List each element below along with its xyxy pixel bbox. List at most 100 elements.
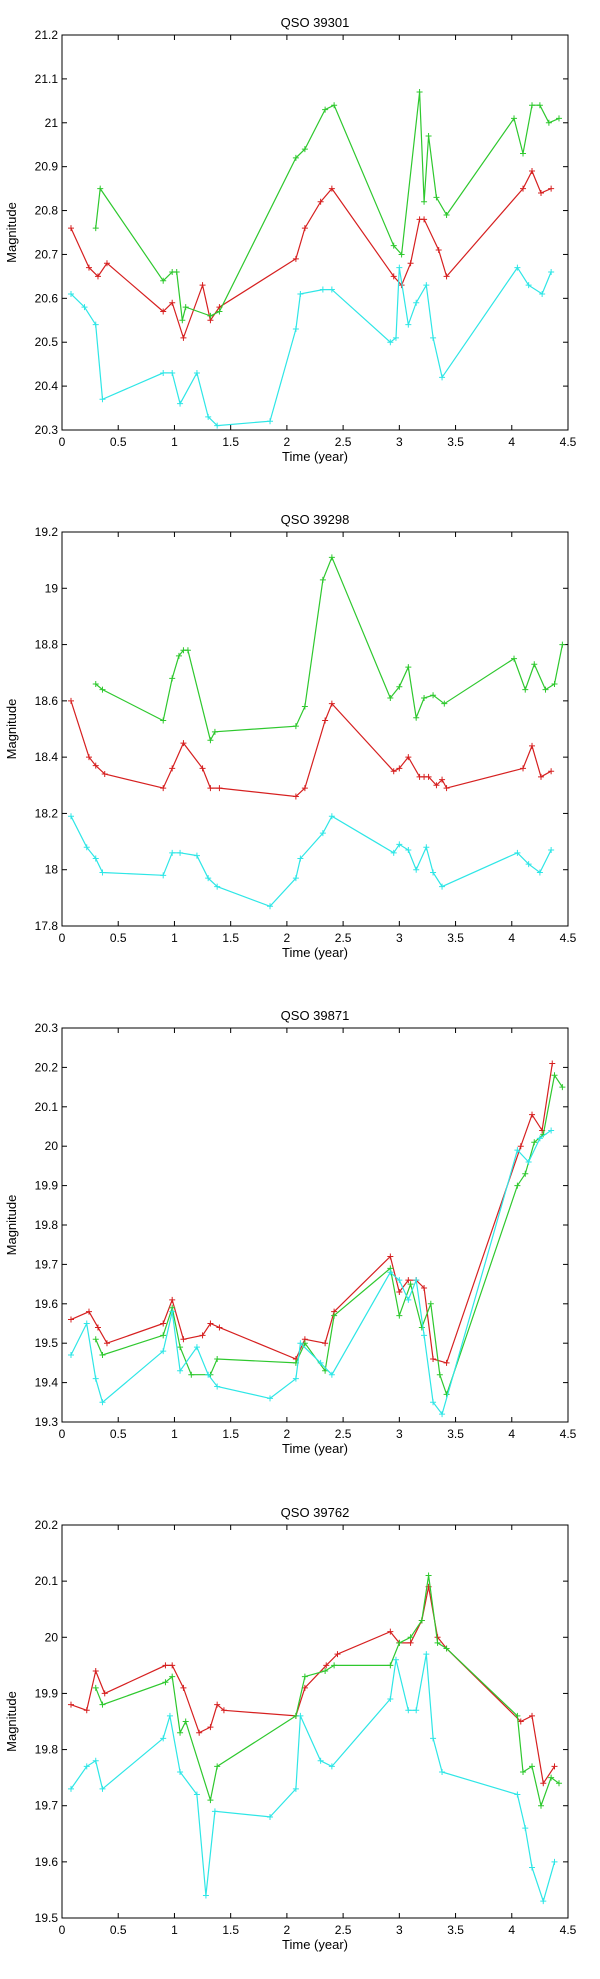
x-tick-label: 2 [284, 1427, 291, 1441]
data-point-cyan [548, 269, 555, 275]
data-point-red [162, 1662, 169, 1669]
y-tick-label: 20.1 [35, 1574, 59, 1588]
x-axis-label: Time (year) [282, 945, 348, 960]
data-point-red [529, 742, 536, 749]
x-tick-label: 4.5 [560, 931, 577, 945]
data-point-cyan [81, 304, 88, 311]
data-point-red [160, 785, 167, 792]
data-point-cyan [430, 334, 437, 341]
data-point-green [97, 185, 104, 192]
data-point-cyan [328, 286, 335, 293]
x-tick-label: 3.5 [447, 1427, 464, 1441]
data-point-cyan [177, 1367, 184, 1374]
y-tick-label: 20.8 [35, 204, 59, 218]
data-point-cyan [202, 1892, 209, 1899]
y-tick-label: 20.1 [35, 1100, 59, 1114]
x-tick-label: 1 [171, 1427, 178, 1441]
data-point-cyan [413, 866, 420, 873]
data-point-green [430, 692, 437, 699]
data-point-red [207, 1724, 214, 1731]
data-point-cyan [413, 1277, 420, 1284]
data-point-green [92, 1336, 99, 1343]
data-point-cyan [390, 849, 397, 856]
data-point-cyan [439, 1411, 446, 1418]
data-point-green [160, 717, 167, 724]
data-point-red [421, 216, 428, 223]
data-point-green [529, 1763, 536, 1770]
data-point-green [331, 1312, 338, 1319]
data-point-red [520, 765, 527, 772]
data-point-cyan [439, 1769, 446, 1776]
data-point-green [173, 269, 180, 275]
series-line-cyan [70, 1653, 556, 1904]
y-tick-label: 19.7 [35, 1799, 59, 1813]
data-point-green [175, 652, 182, 659]
data-point-cyan [439, 883, 446, 890]
data-point-red [443, 785, 450, 792]
data-point-red [443, 273, 450, 280]
data-point-cyan [430, 1735, 437, 1742]
y-tick-label: 20 [45, 1630, 59, 1644]
data-point-red [85, 754, 92, 761]
x-tick-label: 0 [59, 435, 66, 449]
data-point-cyan [92, 321, 99, 328]
x-tick-label: 3 [396, 1427, 403, 1441]
data-point-green [542, 686, 549, 693]
data-point-green [322, 1367, 329, 1374]
chart-0: QSO 39301 0 0.5 1 1.5 2 2.5 3 3.5 4 4.5 20.3 20.4 20.… [4, 15, 577, 464]
data-point-green [396, 683, 403, 690]
data-point-cyan [177, 1769, 184, 1776]
data-point-red [292, 255, 299, 262]
y-tick-label: 20.9 [35, 160, 59, 174]
data-point-green [184, 647, 191, 654]
data-point-cyan [522, 1825, 529, 1832]
x-tick-label: 1.5 [222, 435, 239, 449]
y-tick-label: 18.8 [35, 638, 59, 652]
data-point-green [548, 1774, 555, 1781]
y-tick-label: 19.3 [35, 1415, 59, 1429]
x-tick-label: 0.5 [110, 1427, 127, 1441]
data-point-cyan [548, 1127, 555, 1134]
data-point-green [99, 1352, 106, 1359]
data-point-cyan [169, 369, 176, 376]
x-tick-label: 2 [284, 435, 291, 449]
y-tick-label: 20.7 [35, 247, 59, 261]
data-point-red [180, 1336, 187, 1343]
y-tick-label: 18.6 [35, 694, 59, 708]
y-axis-label: Magnitude [4, 1195, 19, 1256]
data-point-cyan [525, 282, 532, 289]
data-point-red [180, 1684, 187, 1691]
data-point-cyan [92, 855, 99, 862]
data-point-cyan [525, 861, 532, 868]
series-line-red [70, 1063, 553, 1364]
data-point-green [387, 695, 394, 702]
x-tick-label: 0 [59, 931, 66, 945]
series-cyan [67, 1651, 558, 1905]
x-tick-label: 2.5 [335, 931, 352, 945]
series-line-cyan [70, 266, 552, 427]
data-point-red [292, 793, 299, 800]
data-point-green [177, 1344, 184, 1351]
y-tick-label: 19.9 [35, 1686, 59, 1700]
y-tick-label: 20.3 [35, 1021, 59, 1035]
data-point-green [511, 655, 518, 662]
y-tick-label: 21 [45, 116, 59, 130]
data-point-green [514, 1182, 521, 1189]
series-cyan [67, 1127, 555, 1418]
data-point-red [85, 1308, 92, 1315]
data-point-cyan [413, 1707, 420, 1714]
data-point-red [92, 1667, 99, 1674]
x-tick-label: 4.5 [560, 1427, 577, 1441]
data-point-cyan [540, 1898, 547, 1905]
data-point-green [514, 1712, 521, 1719]
x-tick-label: 3.5 [447, 1923, 464, 1937]
y-tick-label: 21.2 [35, 28, 59, 42]
data-point-cyan [292, 875, 299, 882]
x-tick-label: 3 [396, 435, 403, 449]
data-point-green [179, 317, 186, 324]
data-point-green [322, 106, 329, 113]
data-point-red [538, 773, 545, 780]
data-point-cyan [193, 1791, 200, 1798]
data-point-green [207, 737, 214, 744]
data-point-green [511, 115, 518, 122]
